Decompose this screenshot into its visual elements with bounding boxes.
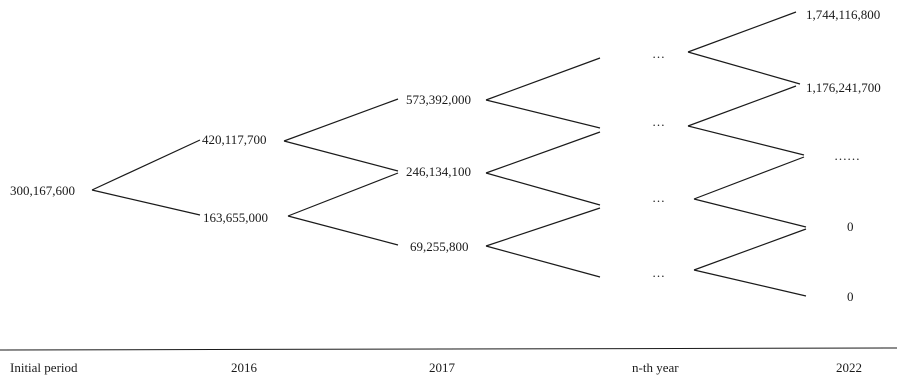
edge-nth4-down: [693, 269, 807, 297]
edge-nth1-up: [687, 11, 797, 53]
node-nth-2: …: [652, 114, 665, 129]
node-2017-mid: 246,134,100: [406, 164, 471, 179]
edge-2017up-up: [485, 57, 601, 101]
edge-2016down-up: [287, 172, 399, 217]
axis-label-2022: 2022: [836, 360, 862, 375]
node-2016-down: 163,655,000: [203, 210, 268, 225]
axis-label-initial: Initial period: [10, 360, 78, 375]
axis-label-2016: 2016: [231, 360, 258, 375]
node-2022-2: 1,176,241,700: [806, 80, 881, 95]
node-nth-4: …: [652, 265, 665, 280]
edge-2016up-up: [283, 98, 399, 142]
edge-root-up: [91, 139, 201, 191]
edge-nth2-down: [687, 125, 805, 156]
node-nth-3: …: [652, 190, 665, 205]
edge-2016down-down: [287, 215, 399, 246]
node-2022-1: 1,744,116,800: [806, 7, 880, 22]
edge-2017down-down: [485, 245, 601, 278]
node-2022-3: ……: [834, 148, 860, 163]
edge-2017up-down: [485, 99, 601, 129]
edge-2016up-down: [283, 140, 399, 172]
node-2017-down: 69,255,800: [410, 239, 469, 254]
axis-label-2017: 2017: [429, 360, 456, 375]
node-root: 300,167,600: [10, 183, 75, 198]
node-nth-1: …: [652, 46, 665, 61]
edge-nth3-down: [693, 198, 807, 228]
node-2022-4: 0: [847, 219, 854, 234]
edge-root-down: [91, 189, 201, 216]
axis-label-nth: n-th year: [632, 360, 679, 375]
node-2016-up: 420,117,700: [202, 132, 267, 147]
edge-nth2-up: [687, 85, 797, 127]
edge-nth1-down: [687, 51, 801, 85]
edge-2017down-up: [485, 207, 601, 247]
edge-2017mid-up: [485, 131, 601, 174]
edge-nth4-up: [693, 228, 807, 271]
edge-nth3-up: [693, 156, 805, 200]
node-2022-5: 0: [847, 289, 854, 304]
timeline-axis: [0, 347, 897, 351]
edge-2017mid-down: [485, 172, 601, 206]
node-2017-up: 573,392,000: [406, 92, 471, 107]
